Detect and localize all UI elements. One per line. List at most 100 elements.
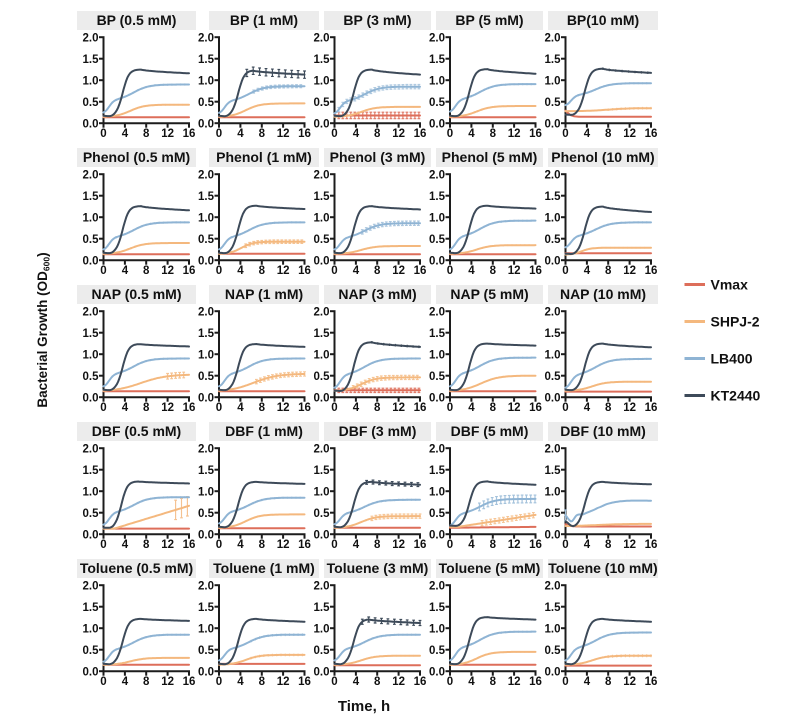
svg-text:0.0: 0.0 xyxy=(83,666,99,678)
svg-text:0.5: 0.5 xyxy=(314,97,331,109)
svg-text:8: 8 xyxy=(605,402,612,414)
svg-text:0.5: 0.5 xyxy=(314,371,331,383)
svg-text:0: 0 xyxy=(216,265,222,277)
svg-text:4: 4 xyxy=(353,128,360,140)
svg-text:1.0: 1.0 xyxy=(198,212,214,224)
svg-text:2.0: 2.0 xyxy=(314,443,330,455)
svg-text:4: 4 xyxy=(353,402,360,414)
svg-text:0: 0 xyxy=(447,539,453,551)
svg-text:LB400: LB400 xyxy=(711,351,753,367)
svg-text:8: 8 xyxy=(374,402,381,414)
svg-text:4: 4 xyxy=(122,128,129,140)
svg-text:16: 16 xyxy=(414,128,427,140)
svg-text:4: 4 xyxy=(237,676,244,688)
svg-text:16: 16 xyxy=(414,676,427,688)
svg-text:2.0: 2.0 xyxy=(545,443,561,455)
svg-text:12: 12 xyxy=(392,539,405,551)
svg-text:1.5: 1.5 xyxy=(198,191,215,203)
svg-text:16: 16 xyxy=(645,539,658,551)
svg-text:2.0: 2.0 xyxy=(198,32,214,44)
svg-text:16: 16 xyxy=(645,128,658,140)
svg-text:0.0: 0.0 xyxy=(198,118,214,130)
svg-text:8: 8 xyxy=(259,265,266,277)
svg-text:0.5: 0.5 xyxy=(198,234,215,246)
svg-text:12: 12 xyxy=(161,539,174,551)
svg-text:12: 12 xyxy=(623,402,636,414)
svg-text:0.5: 0.5 xyxy=(198,645,215,657)
svg-text:1.5: 1.5 xyxy=(545,465,562,477)
svg-text:1.0: 1.0 xyxy=(545,486,561,498)
svg-text:12: 12 xyxy=(161,128,174,140)
svg-text:4: 4 xyxy=(468,402,475,414)
svg-text:1.5: 1.5 xyxy=(429,191,446,203)
svg-text:8: 8 xyxy=(490,265,497,277)
svg-text:0.5: 0.5 xyxy=(83,645,100,657)
svg-text:16: 16 xyxy=(183,539,196,551)
svg-text:8: 8 xyxy=(605,265,612,277)
svg-text:8: 8 xyxy=(490,676,497,688)
svg-text:4: 4 xyxy=(122,265,129,277)
svg-text:12: 12 xyxy=(392,265,405,277)
svg-text:0.0: 0.0 xyxy=(198,392,214,404)
svg-text:16: 16 xyxy=(183,402,196,414)
svg-text:0: 0 xyxy=(562,676,568,688)
svg-text:16: 16 xyxy=(414,265,427,277)
svg-text:0: 0 xyxy=(331,265,337,277)
svg-text:1.0: 1.0 xyxy=(83,75,99,87)
svg-text:0.0: 0.0 xyxy=(429,392,445,404)
svg-text:1.0: 1.0 xyxy=(314,623,330,635)
svg-text:8: 8 xyxy=(143,402,150,414)
svg-text:8: 8 xyxy=(259,128,266,140)
svg-text:1.5: 1.5 xyxy=(429,54,446,66)
svg-text:12: 12 xyxy=(277,265,290,277)
svg-text:Bacterial Growth (OD600): Bacterial Growth (OD600) xyxy=(35,252,52,407)
svg-text:4: 4 xyxy=(468,539,475,551)
svg-text:0.0: 0.0 xyxy=(429,118,445,130)
svg-text:4: 4 xyxy=(353,265,360,277)
svg-text:0.5: 0.5 xyxy=(545,508,562,520)
svg-text:1.0: 1.0 xyxy=(429,212,445,224)
svg-text:12: 12 xyxy=(623,265,636,277)
svg-text:0.5: 0.5 xyxy=(429,508,446,520)
svg-text:1.5: 1.5 xyxy=(83,465,100,477)
svg-text:0.0: 0.0 xyxy=(545,118,561,130)
svg-text:8: 8 xyxy=(490,128,497,140)
svg-text:KT2440: KT2440 xyxy=(711,388,761,404)
svg-text:8: 8 xyxy=(605,128,612,140)
svg-text:8: 8 xyxy=(374,676,381,688)
svg-text:0.5: 0.5 xyxy=(198,508,215,520)
svg-text:1.5: 1.5 xyxy=(545,54,562,66)
svg-text:16: 16 xyxy=(645,676,658,688)
svg-text:1.5: 1.5 xyxy=(545,328,562,340)
svg-text:0: 0 xyxy=(331,128,337,140)
svg-text:0: 0 xyxy=(447,402,453,414)
svg-text:1.5: 1.5 xyxy=(314,465,331,477)
svg-text:0.5: 0.5 xyxy=(83,97,100,109)
svg-text:1.0: 1.0 xyxy=(83,486,99,498)
svg-text:0.5: 0.5 xyxy=(545,645,562,657)
svg-text:8: 8 xyxy=(490,402,497,414)
svg-text:16: 16 xyxy=(298,676,311,688)
svg-text:2.0: 2.0 xyxy=(314,580,330,592)
svg-text:0: 0 xyxy=(216,402,222,414)
svg-text:2.0: 2.0 xyxy=(545,580,561,592)
svg-text:1.0: 1.0 xyxy=(314,75,330,87)
svg-text:0.0: 0.0 xyxy=(545,666,561,678)
svg-text:12: 12 xyxy=(161,265,174,277)
svg-text:0: 0 xyxy=(216,128,222,140)
svg-text:0.0: 0.0 xyxy=(429,529,445,541)
svg-text:0.5: 0.5 xyxy=(83,371,100,383)
svg-text:1.5: 1.5 xyxy=(198,602,215,614)
svg-text:1.0: 1.0 xyxy=(429,349,445,361)
svg-text:0.0: 0.0 xyxy=(83,255,99,267)
svg-text:16: 16 xyxy=(529,676,542,688)
svg-text:8: 8 xyxy=(143,128,150,140)
svg-text:16: 16 xyxy=(529,128,542,140)
svg-text:0.5: 0.5 xyxy=(429,234,446,246)
svg-text:1.5: 1.5 xyxy=(545,602,562,614)
svg-text:16: 16 xyxy=(183,128,196,140)
svg-text:4: 4 xyxy=(584,676,591,688)
svg-text:12: 12 xyxy=(508,402,521,414)
svg-text:2.0: 2.0 xyxy=(198,169,214,181)
svg-text:4: 4 xyxy=(584,128,591,140)
